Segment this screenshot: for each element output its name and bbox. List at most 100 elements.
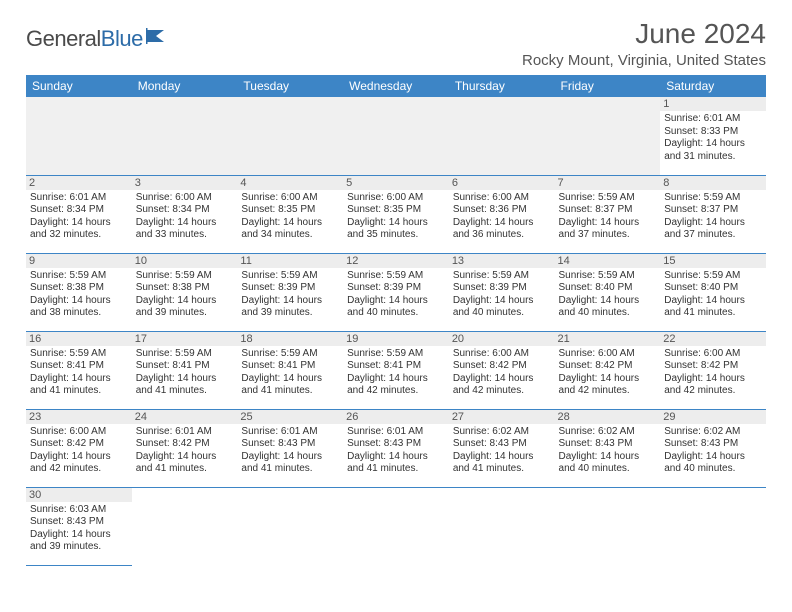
- day-info: Sunrise: 6:00 AMSunset: 8:42 PMDaylight:…: [453, 348, 551, 398]
- day-number: 18: [237, 332, 343, 346]
- location: Rocky Mount, Virginia, United States: [522, 52, 766, 69]
- day-header: Monday: [132, 75, 238, 97]
- calendar-row: 9Sunrise: 5:59 AMSunset: 8:38 PMDaylight…: [26, 253, 766, 331]
- day-header: Thursday: [449, 75, 555, 97]
- day-number: 3: [132, 176, 238, 190]
- calendar-cell: 6Sunrise: 6:00 AMSunset: 8:36 PMDaylight…: [449, 175, 555, 253]
- day-info: Sunrise: 6:00 AMSunset: 8:42 PMDaylight:…: [30, 426, 128, 476]
- calendar-cell: 25 Sunrise: 6:01 AMSunset: 8:43 PMDayligh…: [237, 409, 343, 487]
- calendar-body: 1 Sunrise: 6:01 AMSunset: 8:33 PMDaylight…: [26, 97, 766, 565]
- calendar-cell: 5Sunrise: 6:00 AMSunset: 8:35 PMDaylight…: [343, 175, 449, 253]
- day-number: 16: [26, 332, 132, 346]
- day-number: 12: [343, 254, 449, 268]
- calendar-cell: 19 Sunrise: 5:59 AMSunset: 8:41 PMDayligh…: [343, 331, 449, 409]
- day-header: Sunday: [26, 75, 132, 97]
- month-title: June 2024: [522, 18, 766, 50]
- day-number: 13: [449, 254, 555, 268]
- title-block: June 2024 Rocky Mount, Virginia, United …: [522, 18, 766, 69]
- day-number: 23: [26, 410, 132, 424]
- day-info: Sunrise: 6:02 AMSunset: 8:43 PMDaylight:…: [559, 426, 657, 476]
- day-number: 5: [343, 176, 449, 190]
- calendar-row: 30 Sunrise: 6:03 AMSunset: 8:43 PMDayligh…: [26, 487, 766, 565]
- calendar-cell: 1 Sunrise: 6:01 AMSunset: 8:33 PMDaylight…: [660, 97, 766, 175]
- day-number: 26: [343, 410, 449, 424]
- calendar-cell: [555, 97, 661, 175]
- calendar-cell: [449, 97, 555, 175]
- calendar-row: 2 Sunrise: 6:01 AMSunset: 8:34 PMDaylight…: [26, 175, 766, 253]
- calendar-cell: [660, 487, 766, 565]
- day-number: 17: [132, 332, 238, 346]
- day-number: 20: [449, 332, 555, 346]
- day-number: 7: [555, 176, 661, 190]
- calendar-cell: 16Sunrise: 5:59 AMSunset: 8:41 PMDayligh…: [26, 331, 132, 409]
- day-header: Friday: [555, 75, 661, 97]
- calendar-cell: 8Sunrise: 5:59 AMSunset: 8:37 PMDaylight…: [660, 175, 766, 253]
- day-info: Sunrise: 5:59 AMSunset: 8:39 PMDaylight:…: [241, 270, 339, 320]
- day-info: Sunrise: 6:01 AMSunset: 8:33 PMDaylight:…: [664, 113, 762, 163]
- day-info: Sunrise: 6:00 AMSunset: 8:42 PMDaylight:…: [559, 348, 657, 398]
- calendar-cell: 12 Sunrise: 5:59 AMSunset: 8:39 PMDayligh…: [343, 253, 449, 331]
- calendar-cell: 23 Sunrise: 6:00 AMSunset: 8:42 PMDayligh…: [26, 409, 132, 487]
- day-header: Tuesday: [237, 75, 343, 97]
- day-info: Sunrise: 6:01 AMSunset: 8:42 PMDaylight:…: [136, 426, 234, 476]
- day-info: Sunrise: 6:00 AMSunset: 8:42 PMDaylight:…: [664, 348, 762, 398]
- day-info: Sunrise: 6:01 AMSunset: 8:34 PMDaylight:…: [30, 192, 128, 242]
- calendar-cell: 11 Sunrise: 5:59 AMSunset: 8:39 PMDayligh…: [237, 253, 343, 331]
- day-number: 22: [660, 332, 766, 346]
- logo-word2: Blue: [101, 26, 143, 51]
- calendar-cell: [449, 487, 555, 565]
- calendar-cell: [132, 97, 238, 175]
- day-info: Sunrise: 5:59 AMSunset: 8:40 PMDaylight:…: [664, 270, 762, 320]
- day-info: Sunrise: 6:00 AMSunset: 8:35 PMDaylight:…: [241, 192, 339, 242]
- calendar-row: 1 Sunrise: 6:01 AMSunset: 8:33 PMDaylight…: [26, 97, 766, 175]
- day-number: 30: [26, 488, 132, 502]
- logo-text: GeneralBlue: [26, 26, 143, 52]
- calendar-cell: 18 Sunrise: 5:59 AMSunset: 8:41 PMDayligh…: [237, 331, 343, 409]
- day-number: 24: [132, 410, 238, 424]
- calendar-cell: 28Sunrise: 6:02 AMSunset: 8:43 PMDayligh…: [555, 409, 661, 487]
- calendar-row: 23 Sunrise: 6:00 AMSunset: 8:42 PMDayligh…: [26, 409, 766, 487]
- day-number: 19: [343, 332, 449, 346]
- calendar-cell: [343, 97, 449, 175]
- calendar-cell: 27Sunrise: 6:02 AMSunset: 8:43 PMDayligh…: [449, 409, 555, 487]
- day-number: 15: [660, 254, 766, 268]
- calendar-cell: 30 Sunrise: 6:03 AMSunset: 8:43 PMDayligh…: [26, 487, 132, 565]
- day-info: Sunrise: 5:59 AMSunset: 8:41 PMDaylight:…: [241, 348, 339, 398]
- day-info: Sunrise: 5:59 AMSunset: 8:37 PMDaylight:…: [664, 192, 762, 242]
- calendar-cell: [555, 487, 661, 565]
- calendar-table: SundayMondayTuesdayWednesdayThursdayFrid…: [26, 75, 766, 566]
- calendar-cell: 4Sunrise: 6:00 AMSunset: 8:35 PMDaylight…: [237, 175, 343, 253]
- day-number: 10: [132, 254, 238, 268]
- day-info: Sunrise: 5:59 AMSunset: 8:38 PMDaylight:…: [30, 270, 128, 320]
- day-info: Sunrise: 5:59 AMSunset: 8:41 PMDaylight:…: [347, 348, 445, 398]
- calendar-cell: 20 Sunrise: 6:00 AMSunset: 8:42 PMDayligh…: [449, 331, 555, 409]
- day-header-row: SundayMondayTuesdayWednesdayThursdayFrid…: [26, 75, 766, 97]
- day-number: 14: [555, 254, 661, 268]
- day-info: Sunrise: 6:02 AMSunset: 8:43 PMDaylight:…: [664, 426, 762, 476]
- calendar-cell: 15 Sunrise: 5:59 AMSunset: 8:40 PMDayligh…: [660, 253, 766, 331]
- day-number: 6: [449, 176, 555, 190]
- day-header: Wednesday: [343, 75, 449, 97]
- day-info: Sunrise: 6:03 AMSunset: 8:43 PMDaylight:…: [30, 504, 128, 554]
- day-number: 2: [26, 176, 132, 190]
- day-info: Sunrise: 6:01 AMSunset: 8:43 PMDaylight:…: [241, 426, 339, 476]
- day-info: Sunrise: 6:01 AMSunset: 8:43 PMDaylight:…: [347, 426, 445, 476]
- calendar-cell: 7Sunrise: 5:59 AMSunset: 8:37 PMDaylight…: [555, 175, 661, 253]
- day-header: Saturday: [660, 75, 766, 97]
- calendar-cell: 26 Sunrise: 6:01 AMSunset: 8:43 PMDayligh…: [343, 409, 449, 487]
- day-info: Sunrise: 5:59 AMSunset: 8:38 PMDaylight:…: [136, 270, 234, 320]
- calendar-cell: [26, 97, 132, 175]
- calendar-cell: [132, 487, 238, 565]
- calendar-cell: [343, 487, 449, 565]
- calendar-cell: 17Sunrise: 5:59 AMSunset: 8:41 PMDayligh…: [132, 331, 238, 409]
- calendar-row: 16 Sunrise: 5:59 AMSunset: 8:41 PMDayligh…: [26, 331, 766, 409]
- day-number: 1: [660, 97, 766, 111]
- day-info: Sunrise: 6:00 AMSunset: 8:34 PMDaylight:…: [136, 192, 234, 242]
- calendar-cell: 29Sunrise: 6:02 AMSunset: 8:43 PMDayligh…: [660, 409, 766, 487]
- header: GeneralBlue June 2024 Rocky Mount, Virgi…: [26, 18, 766, 69]
- logo: GeneralBlue: [26, 18, 168, 52]
- day-number: 11: [237, 254, 343, 268]
- day-info: Sunrise: 5:59 AMSunset: 8:39 PMDaylight:…: [347, 270, 445, 320]
- day-number: 25: [237, 410, 343, 424]
- calendar-cell: 21Sunrise: 6:00 AMSunset: 8:42 PMDayligh…: [555, 331, 661, 409]
